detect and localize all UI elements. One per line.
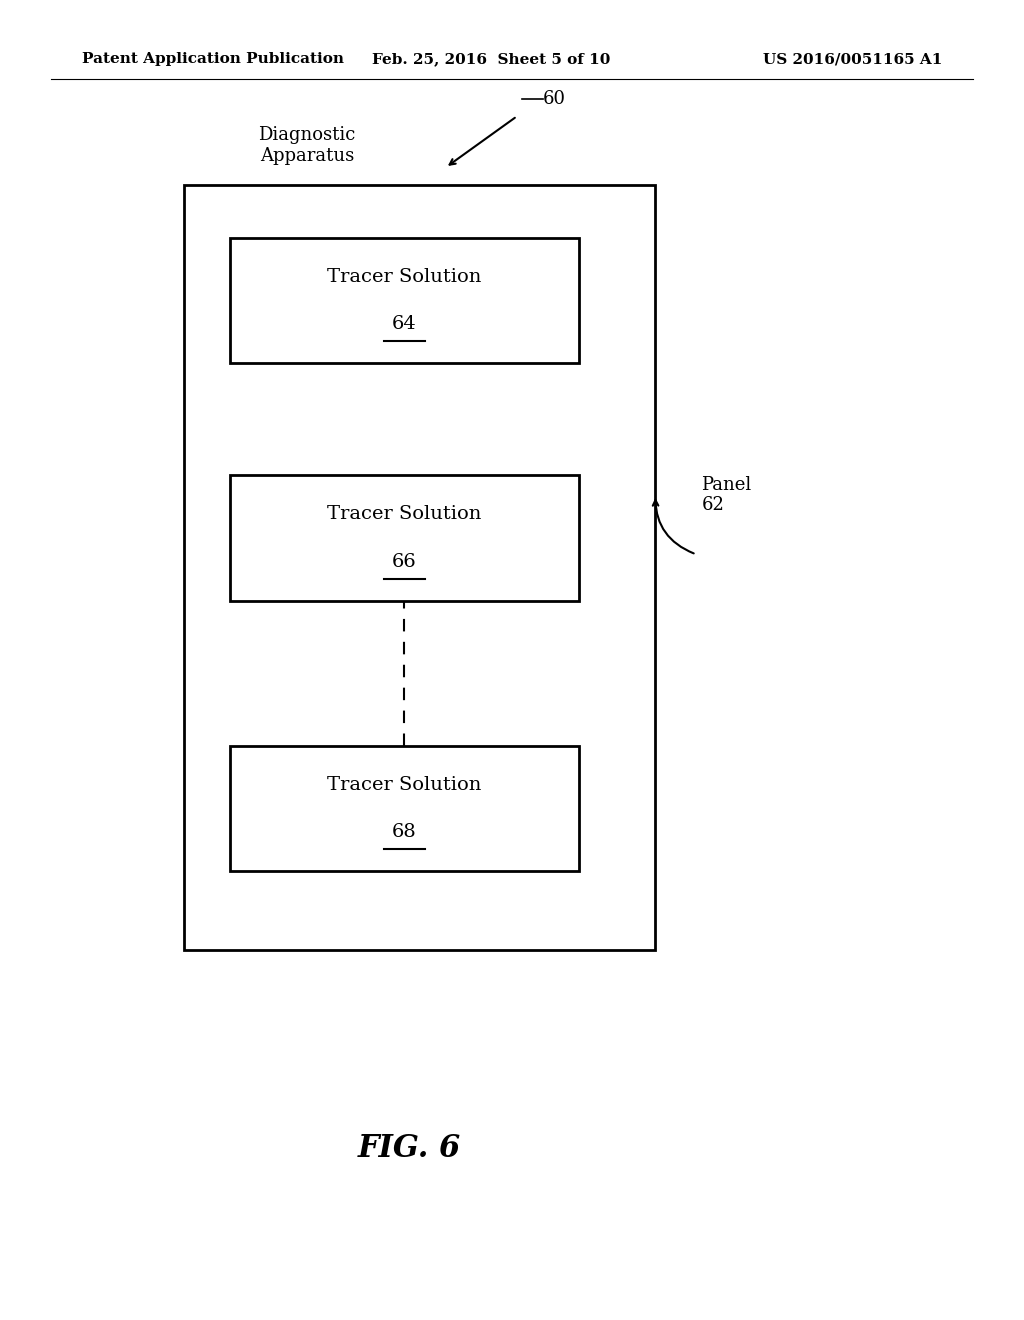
Text: Tracer Solution: Tracer Solution [328, 776, 481, 793]
Text: 60: 60 [543, 90, 565, 108]
Bar [184, 185, 655, 950]
Bar [230, 238, 579, 363]
Text: FIG. 6: FIG. 6 [358, 1133, 461, 1164]
Text: Patent Application Publication: Patent Application Publication [82, 53, 344, 66]
Text: US 2016/0051165 A1: US 2016/0051165 A1 [763, 53, 942, 66]
Text: 68: 68 [392, 824, 417, 841]
Text: Tracer Solution: Tracer Solution [328, 506, 481, 523]
Text: Diagnostic
Apparatus: Diagnostic Apparatus [258, 125, 356, 165]
Text: 64: 64 [392, 315, 417, 333]
Bar [230, 746, 579, 871]
Text: Panel
62: Panel 62 [701, 475, 752, 515]
Text: Tracer Solution: Tracer Solution [328, 268, 481, 285]
Text: 66: 66 [392, 553, 417, 570]
Text: Feb. 25, 2016  Sheet 5 of 10: Feb. 25, 2016 Sheet 5 of 10 [373, 53, 610, 66]
Bar [230, 475, 579, 601]
